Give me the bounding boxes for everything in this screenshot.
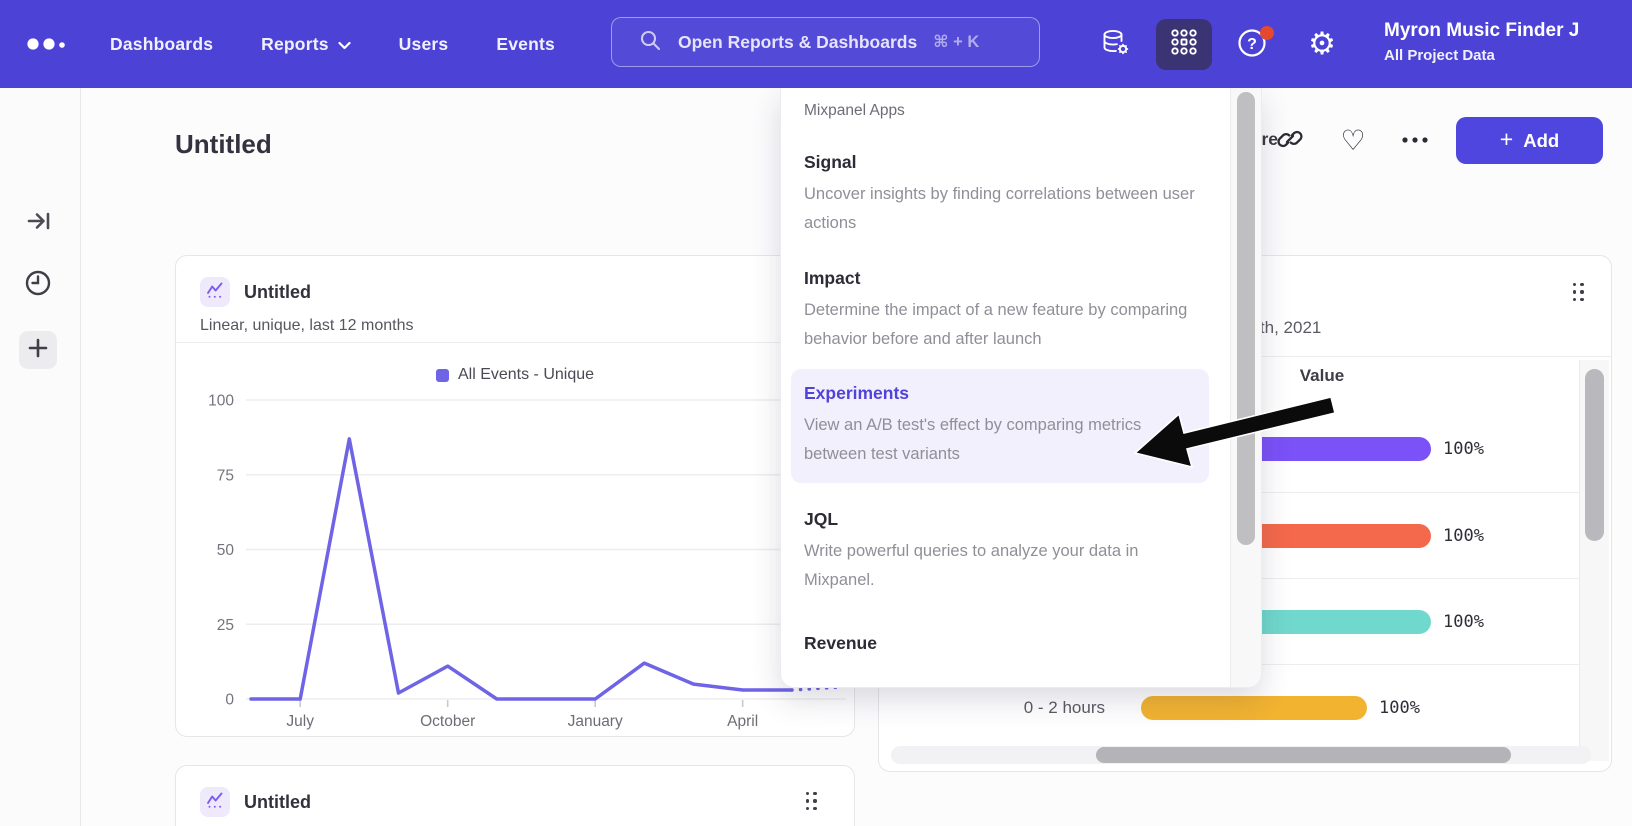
expand-right-icon [22,205,54,242]
ellipsis-icon [1400,132,1430,150]
new-item-button[interactable] [19,331,57,369]
row-value: 100% [1443,611,1484,632]
line-chart: 0 25 50 75 100 July October January April [208,393,846,730]
user-project-menu[interactable]: Myron Music Finder J All Project Data [1384,20,1632,64]
svg-text:0: 0 [225,692,234,709]
search-shortcut: ⌘ + K [933,33,980,51]
svg-text:100: 100 [208,393,234,410]
menu-item-signal[interactable]: Signal Uncover insights by finding corre… [804,150,1233,238]
left-rail [0,88,81,826]
nav-item-events[interactable]: Events [496,33,555,54]
settings-button[interactable]: ⚙ [1294,0,1350,88]
chevron-down-icon [338,34,351,55]
line-chart-card: Untitled Linear, unique, last 12 months … [175,255,855,737]
search-icon [638,28,662,57]
gear-icon: ⚙ [1308,25,1336,62]
help-icon: ? [1236,25,1270,64]
line-chart-icon [206,281,224,304]
row-value: 100% [1443,525,1484,546]
project-name: All Project Data [1384,47,1495,64]
data-management-button[interactable] [1087,0,1143,88]
mixpanel-apps-panel: Mixpanel Apps Signal Uncover insights by… [780,88,1262,688]
row-value: 100% [1379,697,1420,718]
row-value: 100% [1443,439,1484,459]
menu-item-jql[interactable]: JQL Write powerful queries to analyze yo… [804,507,1233,595]
svg-text:October: October [420,713,475,730]
heart-icon: ♡ [1340,124,1366,157]
panel-scrollbar [1230,88,1261,687]
panel-scrollbar-thumb[interactable] [1237,92,1255,545]
horizontal-scrollbar-thumb[interactable] [1096,747,1511,763]
apps-menu-title: Mixpanel Apps [804,102,905,119]
recent-button[interactable] [19,266,57,304]
svg-text:?: ? [1247,36,1257,53]
more-options-button[interactable] [1399,125,1431,157]
nav-item-users[interactable]: Users [398,33,449,54]
svg-text:July: July [286,713,314,730]
menu-item-experiments[interactable]: Experiments View an A/B test's effect by… [791,369,1209,483]
card-title[interactable]: Untitled [244,792,311,812]
vertical-scrollbar [1579,360,1609,761]
svg-text:25: 25 [217,617,234,634]
drag-handle[interactable] [1573,283,1584,302]
database-gear-icon [1098,25,1132,64]
page-title: Untitled [175,129,272,159]
nav-item-dashboards[interactable]: Dashboards [110,33,214,54]
menu-item-description: View an A/B test's effect by comparing m… [804,416,1142,463]
help-button[interactable]: ? [1227,0,1279,88]
expand-sidebar-button[interactable] [19,204,57,242]
link-icon [1276,125,1304,158]
svg-text:January: January [568,713,623,730]
svg-text:50: 50 [217,542,235,559]
plus-icon [27,337,49,364]
user-name: Myron Music Finder J [1384,20,1580,41]
menu-item-name: Signal [804,152,857,172]
horizontal-scrollbar [891,746,1591,764]
line-chart-icon [206,791,224,814]
nav-item-reports[interactable]: Reports [261,34,351,55]
report-chip [200,277,230,307]
card-subtitle: Linear, unique, last 12 months [200,317,414,334]
legend-label: All Events - Unique [457,366,595,383]
add-button[interactable]: + Add [1456,117,1603,164]
notification-badge [1260,26,1274,40]
favorite-button[interactable]: ♡ [1337,125,1369,157]
menu-item-description: Determine the impact of a new feature by… [804,301,1188,348]
search-placeholder: Open Reports & Dashboards [678,31,918,52]
legend-swatch [435,368,449,382]
menu-item-description: Uncover insights by finding correlations… [804,185,1195,232]
bottom-card: Untitled [175,765,855,826]
menu-item-impact[interactable]: Impact Determine the impact of a new fea… [804,266,1233,354]
drag-handle[interactable] [806,792,817,811]
global-search[interactable]: Open Reports & Dashboards ⌘ + K [611,17,1040,67]
menu-item-revenue[interactable]: Revenue [804,631,1233,655]
mixpanel-logo-icon[interactable] [26,33,70,55]
top-nav: Dashboards Reports Users Events Open Rep… [0,0,1632,88]
menu-item-name: Impact [804,268,861,288]
add-button-label: Add [1523,129,1560,151]
menu-item-name: Experiments [804,383,910,403]
menu-item-description: Write powerful queries to analyze your d… [804,542,1139,589]
vertical-scrollbar-thumb[interactable] [1585,369,1604,541]
clock-icon [22,267,54,304]
card-divider [176,342,854,343]
bar [1141,695,1367,720]
svg-text:April: April [727,713,758,730]
row-label: 0 - 2 hours [1023,697,1105,717]
chart-legend[interactable]: All Events - Unique [176,366,854,384]
apps-menu-button[interactable] [1156,19,1212,70]
menu-item-name: Revenue [804,633,877,653]
copy-link-button[interactable] [1274,125,1306,157]
value-column-header: Value [1299,366,1345,385]
report-chip [200,787,230,817]
plus-icon: + [1499,126,1514,152]
apps-grid-icon [1169,27,1199,62]
menu-item-name: JQL [804,509,839,529]
card-title[interactable]: Untitled [244,282,311,302]
svg-text:75: 75 [217,467,234,484]
